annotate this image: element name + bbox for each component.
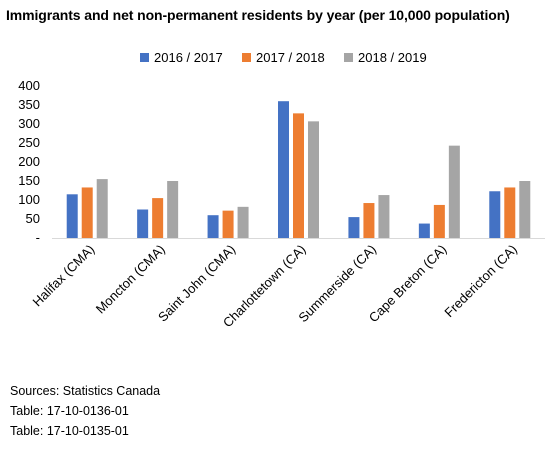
legend-item: 2017 / 2018	[242, 48, 325, 66]
x-tick-label: Cape Breton (CA)	[366, 242, 450, 326]
legend-item: 2018 / 2019	[344, 48, 427, 66]
bar	[237, 206, 249, 238]
sources-note: Sources: Statistics Canada Table: 17-10-…	[10, 381, 160, 441]
bar	[81, 187, 93, 238]
bar	[433, 204, 445, 238]
y-tick-label: 50	[26, 211, 40, 226]
y-tick-label: 150	[18, 173, 40, 188]
bar	[489, 191, 501, 238]
bar	[66, 194, 78, 238]
legend-label: 2016 / 2017	[154, 49, 223, 65]
bar-chart: - 50 100 150 200 250 300 350 400 Halifax (CMA)Mo…	[18, 78, 545, 330]
y-tick-label: -	[36, 230, 40, 245]
source-table-1: Table: 17-10-0136-01	[10, 404, 129, 418]
y-axis: - 50 100 150 200 250 300 350 400	[18, 78, 40, 245]
bar	[222, 210, 234, 238]
bar	[448, 145, 460, 238]
y-tick-label: 100	[18, 192, 40, 207]
y-tick-label: 400	[18, 78, 40, 93]
bar	[348, 217, 360, 238]
y-tick-label: 250	[18, 135, 40, 150]
bar	[378, 195, 390, 238]
chart-title: Immigrants and net non-permanent residen…	[6, 7, 510, 23]
bar	[152, 198, 164, 238]
x-tick-label: Halifax (CMA)	[30, 242, 98, 310]
bar	[418, 223, 430, 238]
legend-item: 2016 / 2017	[140, 48, 223, 66]
bar	[167, 181, 179, 238]
legend-swatch	[344, 52, 353, 62]
y-tick-label: 300	[18, 116, 40, 131]
bars	[66, 101, 531, 238]
chart-legend: 2016 / 2017 2017 / 2018 2018 / 2019	[0, 48, 551, 66]
y-tick-label: 200	[18, 154, 40, 169]
x-tick-label: Fredericton (CA)	[441, 242, 520, 321]
bar	[96, 179, 108, 238]
x-tick-label: Saint John (CMA)	[155, 242, 238, 325]
y-tick-label: 350	[18, 97, 40, 112]
legend-label: 2018 / 2019	[358, 49, 427, 65]
bar	[293, 113, 304, 238]
legend-swatch	[140, 52, 149, 62]
bar	[137, 209, 149, 238]
bar	[519, 181, 531, 238]
x-tick-label: Moncton (CMA)	[93, 242, 168, 317]
legend-swatch	[242, 52, 251, 62]
bar	[308, 121, 319, 238]
bar	[207, 215, 219, 238]
source-line: Sources: Statistics Canada	[10, 384, 161, 398]
source-table-2: Table: 17-10-0135-01	[10, 424, 129, 438]
bar	[363, 203, 375, 238]
bar	[278, 101, 289, 238]
x-axis: Halifax (CMA)Moncton (CMA)Saint John (CM…	[30, 238, 545, 330]
legend-label: 2017 / 2018	[256, 49, 325, 65]
bar	[504, 187, 516, 238]
